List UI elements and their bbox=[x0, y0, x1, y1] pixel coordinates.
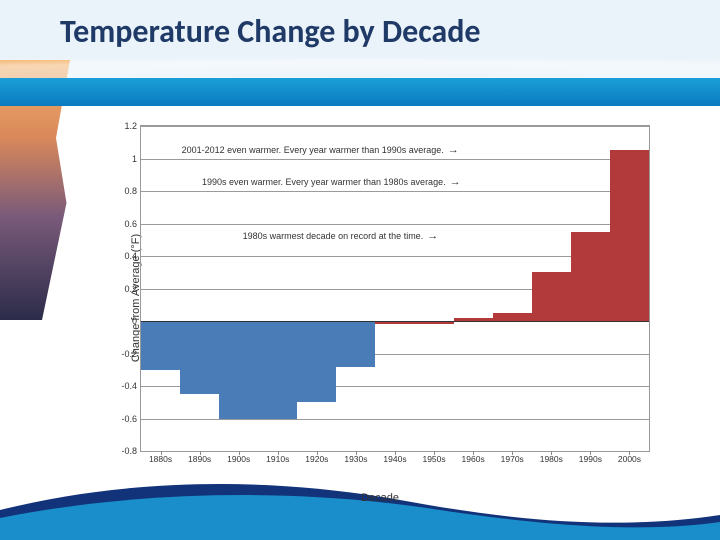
plot-area: -0.8-0.6-0.4-0.200.20.40.60.811.21880s18… bbox=[140, 125, 650, 452]
arrow-icon: → bbox=[450, 176, 461, 188]
x-tick-label: 1900s bbox=[227, 454, 250, 464]
bar bbox=[180, 321, 219, 394]
annotation-text: 2001-2012 even warmer. Every year warmer… bbox=[182, 145, 444, 155]
y-tick-label: 0.6 bbox=[124, 219, 137, 229]
chart-annotation: 2001-2012 even warmer. Every year warmer… bbox=[182, 144, 459, 156]
y-tick-label: -0.6 bbox=[121, 414, 137, 424]
x-tick-label: 1990s bbox=[579, 454, 602, 464]
x-tick-label: 1890s bbox=[188, 454, 211, 464]
arrow-icon: → bbox=[448, 144, 459, 156]
bar bbox=[141, 321, 180, 370]
page-title: Temperature Change by Decade bbox=[60, 12, 680, 51]
zero-line bbox=[141, 321, 649, 322]
x-tick-label: 1980s bbox=[540, 454, 563, 464]
x-tick-label: 1940s bbox=[383, 454, 406, 464]
y-tick-label: -0.8 bbox=[121, 446, 137, 456]
header-band bbox=[0, 78, 720, 106]
bar bbox=[219, 321, 258, 419]
gridline bbox=[141, 419, 649, 420]
y-tick-label: 0.2 bbox=[124, 284, 137, 294]
bar bbox=[610, 150, 649, 321]
y-tick-label: 0.8 bbox=[124, 186, 137, 196]
x-tick-label: 1880s bbox=[149, 454, 172, 464]
x-tick-label: 1970s bbox=[501, 454, 524, 464]
y-tick-label: 1 bbox=[132, 154, 137, 164]
bar bbox=[297, 321, 336, 402]
x-tick-label: 2000s bbox=[618, 454, 641, 464]
x-tick-label: 1960s bbox=[462, 454, 485, 464]
chart-annotation: 1980s warmest decade on record at the ti… bbox=[243, 230, 439, 242]
annotation-text: 1990s even warmer. Every year warmer tha… bbox=[202, 177, 446, 187]
footer-wave bbox=[0, 470, 720, 540]
gridline bbox=[141, 159, 649, 160]
bar bbox=[336, 321, 375, 367]
bar bbox=[571, 232, 610, 321]
gridline bbox=[141, 126, 649, 127]
bar bbox=[493, 313, 532, 321]
y-tick-label: -0.2 bbox=[121, 349, 137, 359]
x-tick-label: 1930s bbox=[344, 454, 367, 464]
x-tick-label: 1910s bbox=[266, 454, 289, 464]
arrow-icon: → bbox=[427, 230, 438, 242]
y-tick-label: 0 bbox=[132, 316, 137, 326]
gridline bbox=[141, 191, 649, 192]
slide: Temperature Change by Decade Change from… bbox=[0, 0, 720, 540]
x-tick-label: 1920s bbox=[305, 454, 328, 464]
gridline bbox=[141, 224, 649, 225]
y-tick-label: -0.4 bbox=[121, 381, 137, 391]
y-tick-label: 1.2 bbox=[124, 121, 137, 131]
bar bbox=[258, 321, 297, 419]
x-axis-label: Decade bbox=[361, 492, 399, 504]
y-tick-label: 0.4 bbox=[124, 251, 137, 261]
bar bbox=[532, 272, 571, 321]
chart-annotation: 1990s even warmer. Every year warmer tha… bbox=[202, 176, 461, 188]
x-tick-label: 1950s bbox=[422, 454, 445, 464]
temperature-chart: Change from Average (°F) -0.8-0.6-0.4-0.… bbox=[100, 115, 660, 480]
annotation-text: 1980s warmest decade on record at the ti… bbox=[243, 231, 424, 241]
